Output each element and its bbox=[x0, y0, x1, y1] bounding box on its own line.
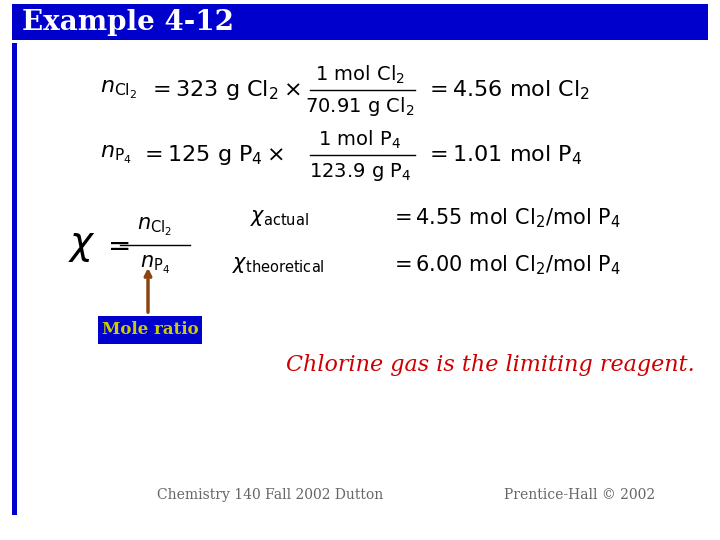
Text: Example 4-12: Example 4-12 bbox=[22, 9, 234, 36]
Text: $= 323\ \mathrm{g\ Cl_2} \times$: $= 323\ \mathrm{g\ Cl_2} \times$ bbox=[148, 78, 301, 102]
FancyBboxPatch shape bbox=[12, 43, 17, 515]
Text: $n_{\mathrm{P_4}}$: $n_{\mathrm{P_4}}$ bbox=[100, 144, 132, 166]
Text: $= 1.01\ \mathrm{mol\ P_4}$: $= 1.01\ \mathrm{mol\ P_4}$ bbox=[425, 143, 582, 167]
Text: $\chi_{\mathrm{actual}}$: $\chi_{\mathrm{actual}}$ bbox=[250, 208, 309, 228]
Text: $= 6.00\ \mathrm{mol\ Cl_2/mol\ P_4}$: $= 6.00\ \mathrm{mol\ Cl_2/mol\ P_4}$ bbox=[390, 253, 621, 277]
Text: $= 4.56\ \mathrm{mol\ Cl_2}$: $= 4.56\ \mathrm{mol\ Cl_2}$ bbox=[425, 78, 590, 102]
Text: $= 125\ \mathrm{g\ P_4} \times$: $= 125\ \mathrm{g\ P_4} \times$ bbox=[140, 143, 284, 167]
Text: $=$: $=$ bbox=[102, 232, 130, 259]
Text: $1\ \mathrm{mol\ P_4}$: $1\ \mathrm{mol\ P_4}$ bbox=[318, 129, 402, 151]
Text: $70.91\ \mathrm{g\ Cl_2}$: $70.91\ \mathrm{g\ Cl_2}$ bbox=[305, 96, 415, 118]
Text: $123.9\ \mathrm{g\ P_4}$: $123.9\ \mathrm{g\ P_4}$ bbox=[309, 161, 411, 183]
Text: Prentice-Hall © 2002: Prentice-Hall © 2002 bbox=[505, 488, 656, 502]
Text: $= 4.55\ \mathrm{mol\ Cl_2/mol\ P_4}$: $= 4.55\ \mathrm{mol\ Cl_2/mol\ P_4}$ bbox=[390, 206, 621, 230]
Text: Chemistry 140 Fall 2002 Dutton: Chemistry 140 Fall 2002 Dutton bbox=[157, 488, 383, 502]
Text: $n_{\mathrm{P_4}}$: $n_{\mathrm{P_4}}$ bbox=[140, 254, 170, 276]
Text: $1\ \mathrm{mol\ Cl_2}$: $1\ \mathrm{mol\ Cl_2}$ bbox=[315, 64, 405, 86]
FancyBboxPatch shape bbox=[98, 316, 202, 344]
Text: $n_{\mathrm{Cl_2}}$: $n_{\mathrm{Cl_2}}$ bbox=[100, 79, 138, 101]
Text: Mole ratio: Mole ratio bbox=[102, 321, 198, 339]
Text: Chlorine gas is the limiting reagent.: Chlorine gas is the limiting reagent. bbox=[286, 354, 694, 376]
Text: $\chi$: $\chi$ bbox=[68, 226, 96, 264]
Text: $n_{\mathrm{Cl_2}}$: $n_{\mathrm{Cl_2}}$ bbox=[138, 216, 173, 238]
FancyBboxPatch shape bbox=[12, 4, 708, 40]
Text: $\chi_{\mathrm{theoretical}}$: $\chi_{\mathrm{theoretical}}$ bbox=[232, 255, 325, 275]
